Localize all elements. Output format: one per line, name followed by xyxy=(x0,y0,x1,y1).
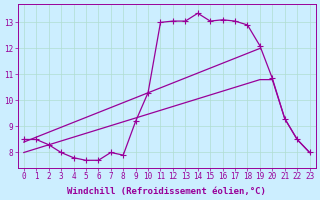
X-axis label: Windchill (Refroidissement éolien,°C): Windchill (Refroidissement éolien,°C) xyxy=(67,187,266,196)
